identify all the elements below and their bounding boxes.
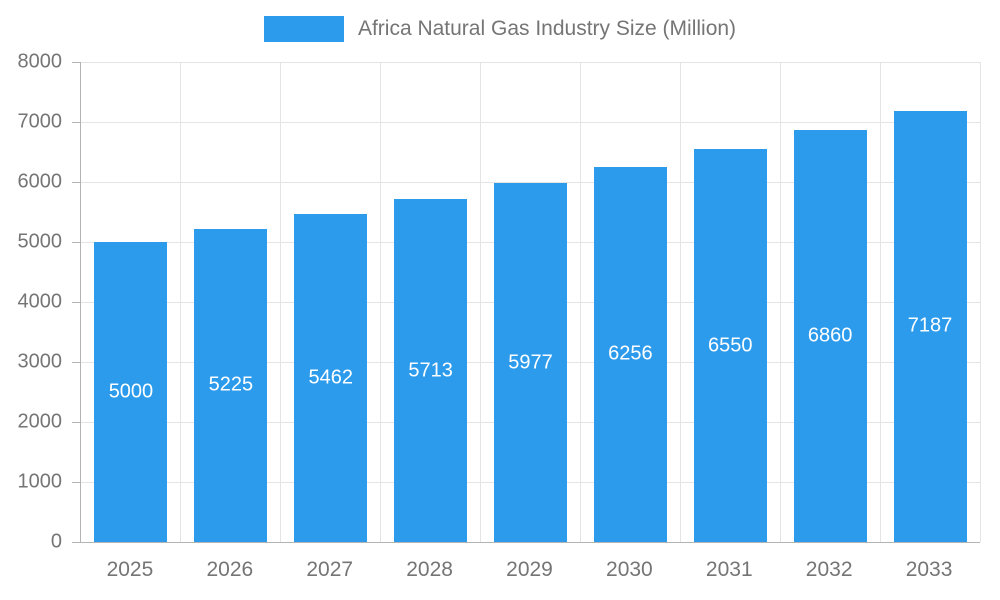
v-gridline [180,62,182,542]
h-gridline [81,121,980,123]
x-axis-label: 2033 [905,558,953,581]
chart-legend[interactable]: Africa Natural Gas Industry Size (Millio… [0,16,1000,42]
bar-value-label: 5225 [208,373,254,396]
bar-value-label: 5462 [308,366,353,389]
bar-2033[interactable]: 7187 [893,110,967,542]
y-tick [72,301,81,303]
bar-2026[interactable]: 5225 [194,228,268,542]
y-tick [72,541,81,543]
y-axis-label: 2000 [17,410,63,433]
y-axis-label: 3000 [17,350,63,373]
x-axis-label: 2027 [306,558,354,581]
v-gridline [679,62,681,542]
h-gridline [81,181,980,183]
y-axis-label: 5000 [17,230,63,253]
v-gridline [380,62,382,542]
x-axis-label: 2031 [705,558,753,581]
v-gridline [779,62,781,542]
h-gridline [81,61,980,63]
legend-swatch [263,16,344,42]
y-tick [72,361,81,363]
v-gridline [879,62,881,542]
y-tick [72,421,81,423]
v-gridline [979,62,981,542]
x-axis-label: 2029 [506,558,553,581]
bar-value-label: 7187 [907,314,953,337]
y-axis: 0 1000 2000 3000 4000 5000 6000 7000 8000 [0,51,63,553]
y-tick [72,181,81,183]
bar-2030[interactable]: 6256 [593,166,667,542]
x-axis-label: 2032 [805,558,853,581]
y-tick [72,481,81,483]
y-axis-label: 0 [50,530,62,553]
y-tick [72,61,81,63]
y-tick [72,241,81,243]
legend-label: Africa Natural Gas Industry Size (Millio… [357,17,737,40]
bar-2029[interactable]: 5977 [494,183,567,542]
bar-value-label: 5977 [508,351,553,374]
v-gridline [480,62,482,542]
y-axis-label: 6000 [17,170,63,193]
v-gridline [280,62,282,542]
bar-value-label: 6860 [807,324,853,347]
y-axis-label: 8000 [17,50,63,73]
x-axis-label: 2028 [406,558,453,581]
bar-value-label: 5000 [108,380,154,403]
plot-area: 5000 5225 5462 5713 5977 6256 6550 6860 7187 [72,61,981,543]
y-axis-label: 1000 [17,470,63,493]
bar-value-label: 6256 [608,342,653,365]
y-tick [72,121,81,123]
bar-2031[interactable]: 6550 [693,149,767,542]
v-gridline [579,62,581,542]
bar-2027[interactable]: 5462 [294,214,368,542]
bar-2025[interactable]: 5000 [94,242,168,542]
bar-value-label: 5713 [408,359,453,382]
x-axis-label: 2030 [606,558,653,581]
x-axis-label: 2025 [106,558,154,581]
x-axis: 2025 2026 2027 2028 2029 2030 2031 2032 2033 [80,558,980,590]
y-axis-label: 4000 [17,290,63,313]
bar-2028[interactable]: 5713 [394,199,468,542]
x-axis-label: 2026 [206,558,254,581]
bar-value-label: 6550 [708,334,753,356]
bar-2032[interactable]: 6860 [793,130,867,542]
y-axis-label: 7000 [17,110,63,133]
